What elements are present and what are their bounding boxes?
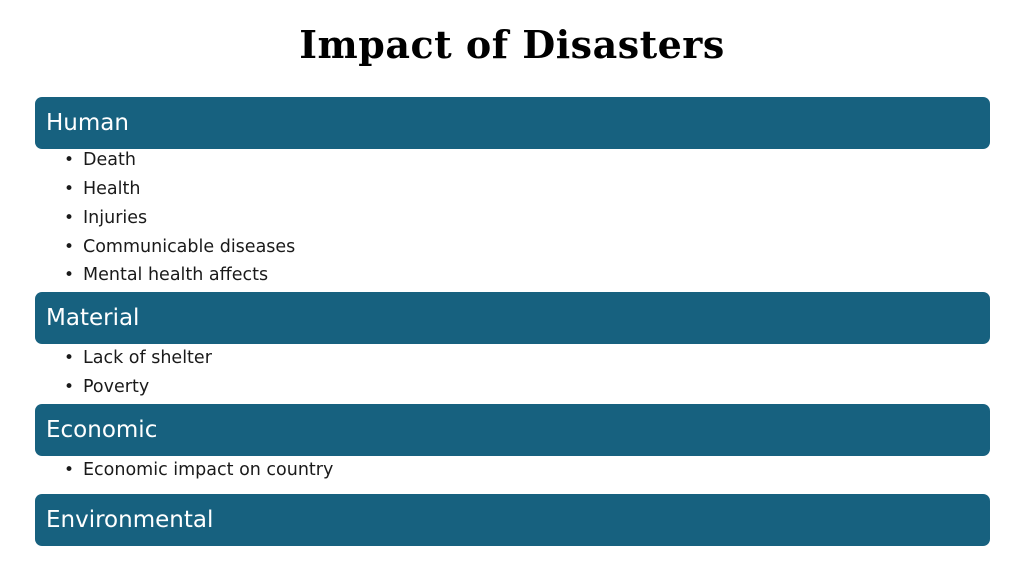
bullet-icon: • [64, 150, 75, 171]
bullet-list-material: • Lack of shelter • Poverty [64, 344, 212, 402]
list-item-text: Death [83, 150, 136, 171]
bullet-list-economic: • Economic impact on country [64, 456, 333, 485]
section-header-economic: Economic [35, 404, 990, 456]
list-item-text: Injuries [83, 207, 148, 228]
list-item: • Communicable diseases [64, 232, 295, 261]
list-item: • Health [64, 175, 295, 204]
list-item: • Mental health affects [64, 261, 295, 290]
section-label: Material [46, 304, 140, 331]
slide-title: Impact of Disasters [299, 22, 725, 67]
list-item-text: Economic impact on country [83, 460, 334, 481]
bullet-icon: • [64, 377, 75, 398]
bullet-icon: • [64, 265, 75, 286]
list-item-text: Poverty [83, 377, 150, 398]
list-item-text: Communicable diseases [83, 236, 296, 257]
list-item: • Death [64, 146, 295, 175]
section-header-environmental: Environmental [35, 494, 990, 546]
section-label: Human [46, 109, 129, 136]
section-label: Economic [46, 416, 158, 443]
list-item: • Injuries [64, 204, 295, 233]
list-item: • Poverty [64, 373, 212, 402]
list-item-text: Health [83, 179, 141, 200]
bullet-icon: • [64, 236, 75, 257]
section-header-human: Human [35, 97, 990, 149]
bullet-icon: • [64, 207, 75, 228]
bullet-list-human: • Death • Health • Injuries • Communicab… [64, 146, 295, 290]
list-item: • Lack of shelter [64, 344, 212, 373]
list-item-text: Mental health affects [83, 265, 269, 286]
bullet-icon: • [64, 348, 75, 369]
bullet-icon: • [64, 460, 75, 481]
list-item-text: Lack of shelter [83, 348, 212, 369]
section-label: Environmental [46, 506, 214, 533]
bullet-icon: • [64, 179, 75, 200]
list-item: • Economic impact on country [64, 456, 333, 485]
section-header-material: Material [35, 292, 990, 344]
